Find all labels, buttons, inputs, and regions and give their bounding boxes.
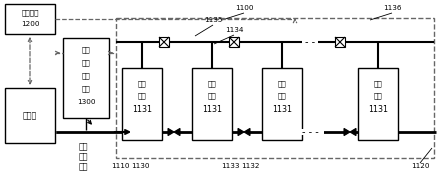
Text: 1131: 1131 — [368, 106, 388, 115]
Text: 1200: 1200 — [21, 21, 39, 27]
Text: 1131: 1131 — [272, 106, 292, 115]
Text: 方向: 方向 — [78, 163, 88, 172]
Text: 1131: 1131 — [132, 106, 152, 115]
Text: 1130: 1130 — [131, 163, 149, 169]
Text: 1300: 1300 — [77, 99, 95, 105]
Bar — [358, 68, 398, 140]
Text: 1131: 1131 — [202, 106, 222, 115]
Bar — [302, 39, 318, 45]
Text: - - -: - - - — [302, 127, 319, 137]
Bar — [229, 37, 239, 47]
Bar — [116, 18, 434, 158]
Text: 载体: 载体 — [138, 81, 146, 87]
Text: 1100: 1100 — [235, 5, 253, 11]
Text: 单元: 单元 — [208, 93, 216, 99]
Text: 载体: 载体 — [373, 81, 382, 87]
Text: 载体: 载体 — [278, 81, 286, 87]
Text: 1110: 1110 — [111, 163, 129, 169]
Text: 1136: 1136 — [383, 5, 401, 11]
Bar — [344, 125, 356, 139]
Bar — [63, 38, 109, 118]
Bar — [5, 4, 55, 34]
Text: 流通: 流通 — [78, 153, 88, 161]
Bar — [192, 68, 232, 140]
Bar — [168, 125, 180, 139]
Text: 单元: 单元 — [138, 93, 146, 99]
Text: 单元: 单元 — [278, 93, 286, 99]
Polygon shape — [344, 128, 350, 136]
Bar — [296, 129, 324, 135]
Text: 1135: 1135 — [204, 17, 222, 23]
Polygon shape — [244, 128, 250, 136]
Polygon shape — [168, 128, 174, 136]
Text: - -: - - — [305, 37, 315, 47]
Text: 系统: 系统 — [82, 86, 90, 92]
Bar — [262, 68, 302, 140]
Bar — [159, 37, 169, 47]
Text: 发动机: 发动机 — [23, 111, 37, 120]
Text: 1133: 1133 — [221, 163, 239, 169]
Text: 供给: 供给 — [82, 60, 90, 66]
Text: 载体: 载体 — [208, 81, 216, 87]
Bar — [5, 88, 55, 143]
Bar — [238, 125, 250, 139]
Bar — [122, 68, 162, 140]
Text: 控制系统: 控制系统 — [21, 10, 39, 16]
Text: 尿素: 尿素 — [82, 47, 90, 53]
Text: 喷射: 喷射 — [82, 73, 90, 79]
Text: 1120: 1120 — [411, 163, 429, 169]
Bar — [335, 37, 345, 47]
Text: 1132: 1132 — [241, 163, 259, 169]
Text: 单元: 单元 — [373, 93, 382, 99]
Text: 1134: 1134 — [225, 27, 243, 33]
Polygon shape — [174, 128, 180, 136]
Text: 排气: 排气 — [78, 142, 88, 151]
Polygon shape — [350, 128, 356, 136]
Polygon shape — [238, 128, 244, 136]
